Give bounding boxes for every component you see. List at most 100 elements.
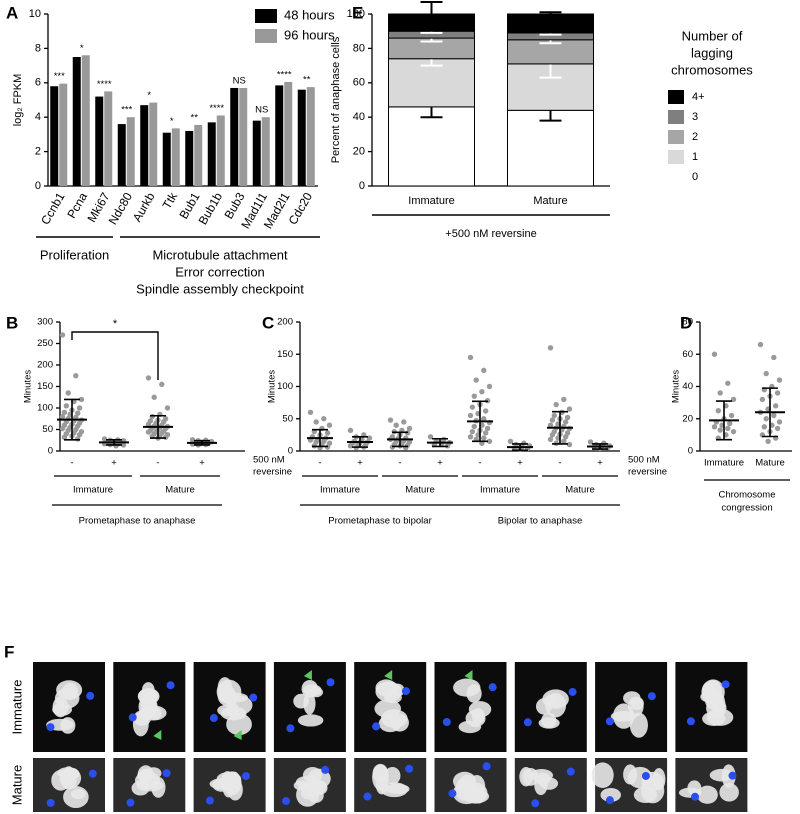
data-point — [467, 412, 474, 419]
bar — [104, 91, 113, 186]
data-point — [73, 373, 79, 379]
x-axis-label: +500 nM reversine — [445, 228, 536, 240]
y-tick-label: 100 — [37, 403, 53, 414]
bar — [306, 87, 315, 186]
chromatin — [140, 697, 157, 712]
centrosome — [166, 681, 175, 690]
legend-title: chromosomes — [671, 62, 753, 77]
bar — [230, 87, 239, 186]
panel-label: C — [262, 313, 274, 332]
x-tick-label: Ccnb1 — [38, 190, 68, 227]
centrosome — [46, 798, 55, 807]
bar — [140, 105, 149, 186]
significance-label: * — [170, 116, 174, 127]
bar — [126, 117, 135, 186]
centrosome — [321, 765, 330, 774]
condition-label: reversine — [253, 467, 292, 478]
x-tick-label: Ttk — [160, 189, 181, 211]
data-point — [773, 403, 779, 409]
y-tick-label: 0 — [35, 180, 41, 192]
x-tick-label: Immature — [704, 458, 744, 469]
data-point — [65, 390, 71, 396]
data-point — [307, 409, 314, 415]
x-tick-label: + — [199, 458, 205, 469]
panel-label: A — [6, 3, 18, 22]
chromatin — [60, 717, 76, 734]
legend-label: 4+ — [692, 91, 705, 103]
data-point — [774, 390, 781, 396]
chromatin — [297, 714, 324, 727]
y-tick-label: 20 — [353, 146, 365, 158]
data-point — [151, 394, 157, 400]
chromatin — [545, 693, 567, 718]
centrosome — [88, 769, 97, 778]
y-tick-label: 4 — [35, 111, 41, 123]
x-tick-label: - — [156, 458, 159, 469]
chromatin — [706, 708, 734, 726]
data-point — [393, 422, 399, 428]
bar-segment — [507, 109, 594, 187]
data-point — [481, 367, 487, 374]
chromatin — [629, 712, 648, 738]
chromatin — [652, 767, 666, 791]
y-tick-label: 10 — [29, 8, 41, 20]
centrosome — [282, 797, 291, 806]
data-point — [326, 422, 333, 428]
data-point — [145, 421, 152, 428]
data-point — [484, 425, 491, 432]
chromatin — [591, 762, 614, 788]
data-point — [401, 419, 407, 425]
centrosome — [401, 687, 410, 696]
data-point — [76, 431, 83, 438]
legend-label: 1 — [692, 151, 698, 163]
y-tick-label: 300 — [37, 317, 53, 328]
significance-label: NS — [255, 105, 268, 116]
group-label: Immature — [73, 485, 113, 496]
legend-swatch — [668, 170, 684, 184]
data-point — [774, 425, 781, 432]
significance-label: NS — [233, 75, 246, 86]
data-point — [145, 429, 152, 435]
centrosome — [488, 683, 497, 692]
x-tick-label: + — [437, 458, 443, 469]
bar — [261, 117, 270, 186]
chromatin — [719, 783, 739, 802]
x-tick-label: - — [318, 458, 321, 469]
y-tick-label: 60 — [353, 77, 365, 89]
group-label: Proliferation — [40, 247, 109, 262]
condition-label: 500 nM — [628, 455, 660, 466]
significance-label: *** — [54, 71, 65, 82]
y-tick-label: 8 — [35, 42, 41, 54]
y-axis-label: Percent of anaphase cells — [330, 36, 342, 163]
significance-label: ** — [303, 75, 311, 86]
data-point — [715, 407, 721, 414]
significance-label: **** — [97, 79, 112, 90]
bar — [252, 120, 261, 186]
data-point — [564, 414, 571, 421]
legend-label: 0 — [692, 171, 698, 183]
data-point — [76, 405, 83, 411]
data-point — [481, 416, 487, 422]
bar-segment — [388, 106, 475, 187]
data-point — [717, 390, 723, 396]
chromatin — [538, 717, 560, 729]
group-label: Mature — [565, 485, 595, 496]
row-label: Mature — [9, 765, 24, 805]
chromatin — [217, 677, 233, 699]
bar — [162, 132, 171, 186]
data-point — [75, 410, 81, 416]
chromatin — [52, 703, 73, 716]
group-label: congression — [721, 503, 772, 514]
data-point — [479, 388, 485, 395]
data-point — [471, 393, 477, 399]
panel-label: E — [352, 3, 363, 22]
bar — [297, 89, 306, 186]
legend-title: Number of — [682, 28, 743, 43]
chromatin — [303, 692, 316, 715]
centrosome — [209, 714, 218, 723]
chromatin — [375, 681, 402, 702]
y-tick-label: 80 — [682, 317, 693, 328]
data-point — [483, 430, 489, 436]
chromatin — [222, 774, 235, 798]
